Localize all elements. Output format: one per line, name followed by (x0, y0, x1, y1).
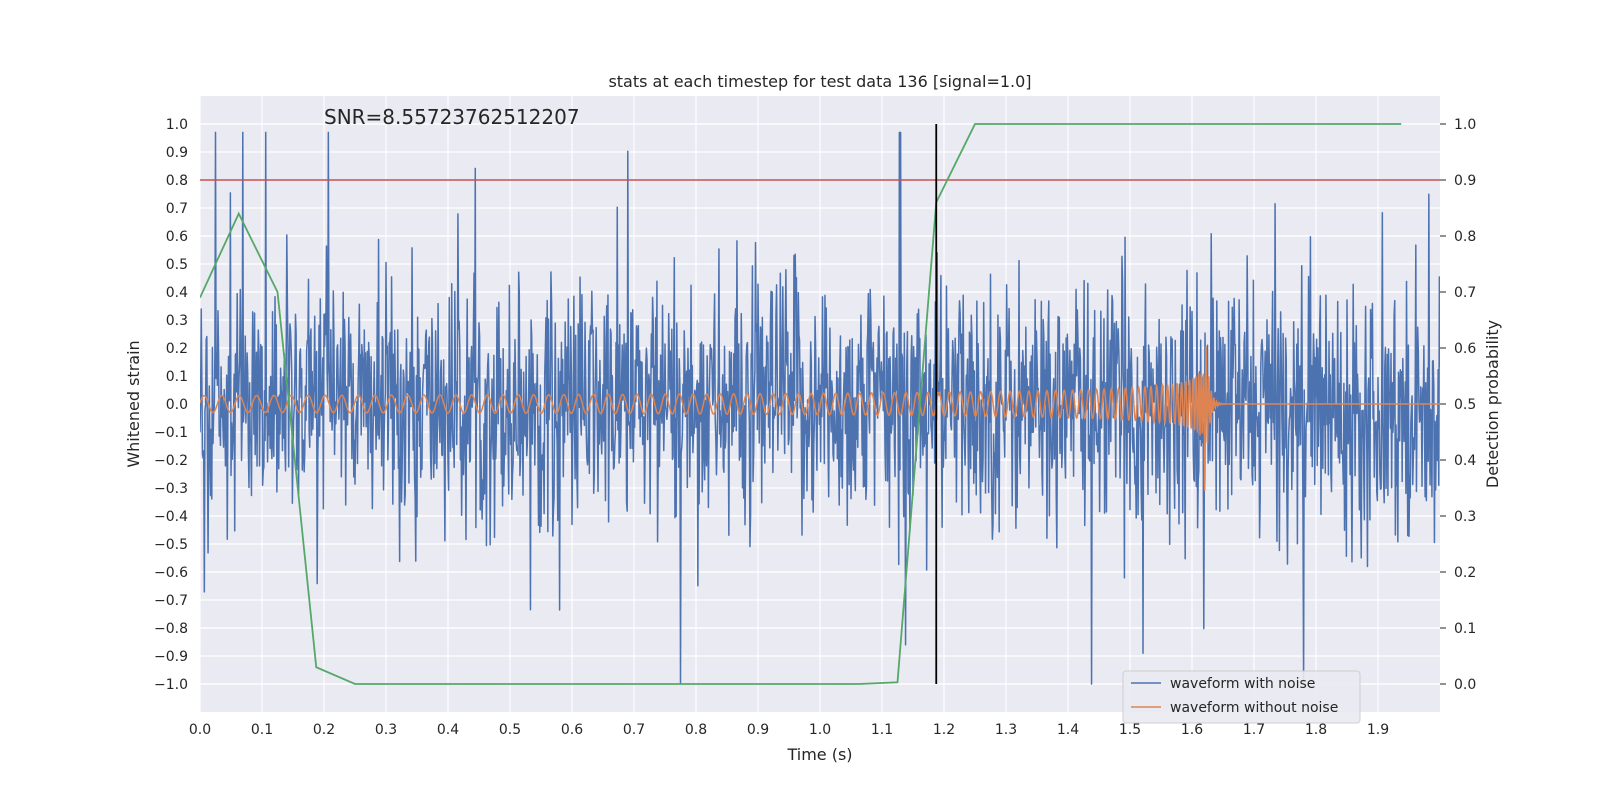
series-layer (200, 123, 1440, 685)
y2-tick-label: 0.4 (1454, 453, 1476, 469)
x-tick-label: 1.5 (1119, 722, 1141, 738)
legend-label-noise: waveform with noise (1170, 676, 1315, 692)
series-line-waveform-with-noise (200, 131, 1440, 685)
x-tick-label: 1.8 (1305, 722, 1327, 738)
y-tick-label: −1.0 (154, 677, 188, 693)
y2-tick-label: 0.6 (1454, 341, 1476, 357)
y-tick-label: 0.5 (166, 257, 188, 273)
y-tick-label: 0.1 (166, 369, 188, 385)
x-tick-label: 0.2 (313, 722, 335, 738)
x-tick-label: 1.6 (1181, 722, 1203, 738)
y-tick-label: −0.3 (154, 481, 188, 497)
y-tick-label: −0.1 (154, 425, 188, 441)
x-axis-label: Time (s) (786, 745, 852, 764)
y2-tick-label: 0.9 (1454, 173, 1476, 189)
y-tick-label: −0.8 (154, 621, 188, 637)
y-tick-label: −0.2 (154, 453, 188, 469)
y2-tick-label: 0.1 (1454, 621, 1476, 637)
y2-tick-label: 0.3 (1454, 509, 1476, 525)
x-tick-label: 0.4 (437, 722, 459, 738)
y-tick-label: 0.3 (166, 313, 188, 329)
x-tick-label: 0.6 (561, 722, 583, 738)
series-line-waveform-without-noise (200, 346, 1440, 491)
y-tick-label: −0.6 (154, 565, 188, 581)
y2-tick-label: 0.7 (1454, 285, 1476, 301)
y2-tick-labels: 1.0 0.9 0.8 0.7 0.6 0.5 0.4 0.3 0.2 0.1 0.0 (1440, 117, 1476, 693)
y-tick-label: 0.2 (166, 341, 188, 357)
series-line-detection-probability (200, 123, 1402, 685)
y-tick-label: 0.0 (166, 397, 188, 413)
x-tick-label: 1.3 (995, 722, 1017, 738)
x-tick-label: 1.2 (933, 722, 955, 738)
y2-tick-label: 0.0 (1454, 677, 1476, 693)
y-tick-label: 0.9 (166, 145, 188, 161)
x-tick-label: 0.7 (623, 722, 645, 738)
y-tick-label: 0.7 (166, 201, 188, 217)
x-tick-labels: 0.0 0.1 0.2 0.3 0.4 0.5 0.6 0.7 0.8 0.9 1.0 1.1 1.2 1… (189, 722, 1389, 738)
y-tick-label: −0.7 (154, 593, 188, 609)
legend-label-clean: waveform without noise (1170, 700, 1338, 716)
y-tick-label: 0.4 (166, 285, 188, 301)
legend: waveform with noise waveform without noi… (1122, 670, 1361, 724)
y-tick-label: 1.0 (166, 117, 188, 133)
x-tick-label: 0.5 (499, 722, 521, 738)
y2-tick-label: 0.8 (1454, 229, 1476, 245)
x-tick-label: 1.4 (1057, 722, 1079, 738)
legend-box (1122, 670, 1361, 724)
x-tick-label: 1.0 (809, 722, 831, 738)
y2-tick-label: 0.5 (1454, 397, 1476, 413)
y2-tick-label: 0.2 (1454, 565, 1476, 581)
x-tick-label: 1.9 (1367, 722, 1389, 738)
y-axis-label: Whitened strain (124, 340, 143, 467)
y2-tick-label: 1.0 (1454, 117, 1476, 133)
y-tick-label: 0.6 (166, 229, 188, 245)
x-tick-label: 0.1 (251, 722, 273, 738)
y-tick-label: −0.9 (154, 649, 188, 665)
y-tick-label: −0.4 (154, 509, 188, 525)
x-tick-label: 1.1 (871, 722, 893, 738)
x-tick-label: 0.8 (685, 722, 707, 738)
y-tick-label: 0.8 (166, 173, 188, 189)
y-tick-labels: 1.0 0.9 0.8 0.7 0.6 0.5 0.4 0.3 0.2 0.1 0.0 −0.1 −0.… (154, 117, 188, 693)
x-tick-label: 0.9 (747, 722, 769, 738)
x-tick-label: 0.3 (375, 722, 397, 738)
y-tick-label: −0.5 (154, 537, 188, 553)
y2-axis-label: Detection probability (1483, 320, 1502, 488)
x-tick-label: 1.7 (1243, 722, 1265, 738)
snr-annotation: SNR=8.55723762512207 (324, 105, 580, 129)
chart-title: stats at each timestep for test data 136… (608, 72, 1031, 91)
x-tick-label: 0.0 (189, 722, 211, 738)
